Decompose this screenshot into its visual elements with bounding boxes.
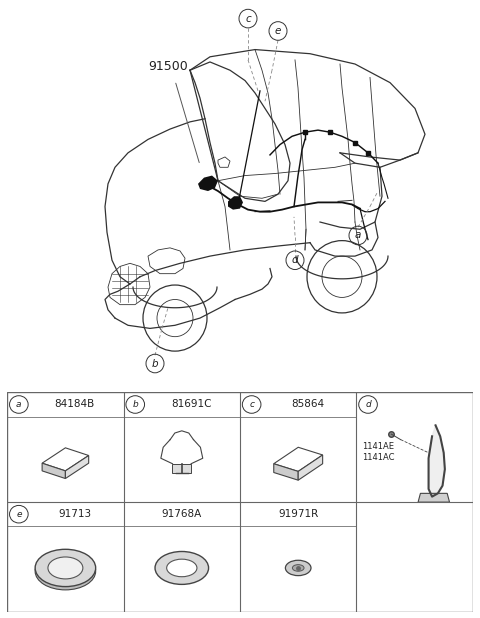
Text: a: a xyxy=(355,231,361,240)
Polygon shape xyxy=(429,425,445,497)
Text: 84184B: 84184B xyxy=(55,399,95,410)
Text: 91768A: 91768A xyxy=(162,509,202,519)
Polygon shape xyxy=(274,464,298,480)
Text: e: e xyxy=(16,510,22,519)
Text: e: e xyxy=(275,26,281,36)
Text: c: c xyxy=(245,14,251,23)
Text: d: d xyxy=(292,255,298,265)
Ellipse shape xyxy=(292,565,304,571)
Ellipse shape xyxy=(48,557,83,579)
Text: 1141AC: 1141AC xyxy=(362,454,395,462)
Ellipse shape xyxy=(35,552,96,590)
Polygon shape xyxy=(172,464,191,473)
Text: a: a xyxy=(16,400,22,409)
Text: 81691C: 81691C xyxy=(171,399,211,410)
Polygon shape xyxy=(42,463,65,478)
Polygon shape xyxy=(65,455,89,478)
Text: 1141AE: 1141AE xyxy=(362,442,394,452)
Text: b: b xyxy=(132,400,138,409)
Ellipse shape xyxy=(35,549,96,586)
Polygon shape xyxy=(298,455,323,480)
Ellipse shape xyxy=(167,559,197,577)
Text: 91713: 91713 xyxy=(58,509,91,519)
Text: 91971R: 91971R xyxy=(278,509,318,519)
Text: c: c xyxy=(249,400,254,409)
Polygon shape xyxy=(198,176,218,191)
Text: 91500: 91500 xyxy=(148,60,188,73)
Polygon shape xyxy=(228,196,243,210)
Text: 85864: 85864 xyxy=(291,399,324,410)
Ellipse shape xyxy=(286,561,311,575)
Ellipse shape xyxy=(155,551,209,585)
Polygon shape xyxy=(418,493,450,502)
Text: b: b xyxy=(152,358,158,368)
Text: d: d xyxy=(365,400,371,409)
